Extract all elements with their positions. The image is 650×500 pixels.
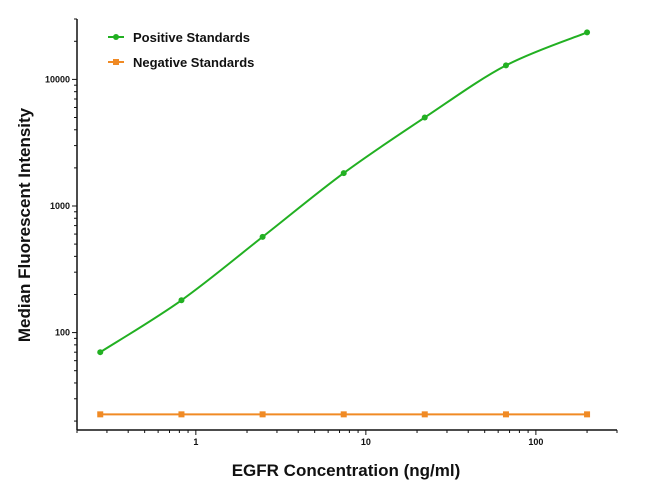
legend: Positive Standards Negative Standards xyxy=(108,30,254,70)
y-axis-label: Median Fluorescent Intensity xyxy=(15,107,34,342)
x-axis-label: EGFR Concentration (ng/ml) xyxy=(232,461,461,480)
legend-label: Negative Standards xyxy=(133,55,254,70)
data-point xyxy=(178,411,185,418)
x-tick-label: 100 xyxy=(528,437,543,447)
data-point xyxy=(178,297,185,304)
legend-marker xyxy=(113,59,119,65)
data-point xyxy=(584,29,591,36)
legend-marker xyxy=(113,34,119,40)
y-tick-label: 10000 xyxy=(45,74,70,84)
data-point xyxy=(259,233,266,240)
data-point xyxy=(259,411,266,418)
data-point xyxy=(421,114,428,121)
legend-label: Positive Standards xyxy=(133,30,250,45)
series-layer xyxy=(97,29,591,418)
x-tick-label: 10 xyxy=(361,437,371,447)
data-point xyxy=(340,170,347,177)
y-tick-label: 1000 xyxy=(50,201,70,211)
data-point xyxy=(421,411,428,418)
x-tick-label: 1 xyxy=(193,437,198,447)
data-point xyxy=(97,411,104,418)
axes: 1 10 100 100 1000 10000 xyxy=(45,18,618,447)
data-point xyxy=(584,411,591,418)
data-point xyxy=(502,62,509,69)
data-point xyxy=(502,411,509,418)
data-point xyxy=(340,411,347,418)
series-line-positive xyxy=(99,31,588,354)
data-point xyxy=(97,349,104,356)
y-tick-label: 100 xyxy=(55,328,70,338)
